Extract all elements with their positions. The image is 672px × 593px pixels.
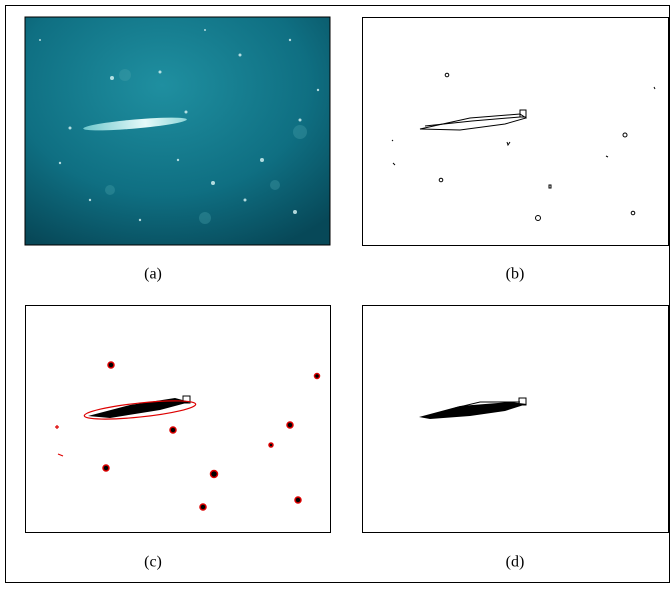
panel-d-image [363,306,669,533]
panel-b-image [363,18,669,246]
caption: (a) [144,266,162,283]
panel-a-image [25,17,330,245]
panel-c-image [26,306,331,533]
figure: (a) (b) (c) (d) [0,0,672,588]
caption: (b) [506,266,525,283]
caption: (d) [506,554,525,571]
caption: (c) [144,554,162,571]
